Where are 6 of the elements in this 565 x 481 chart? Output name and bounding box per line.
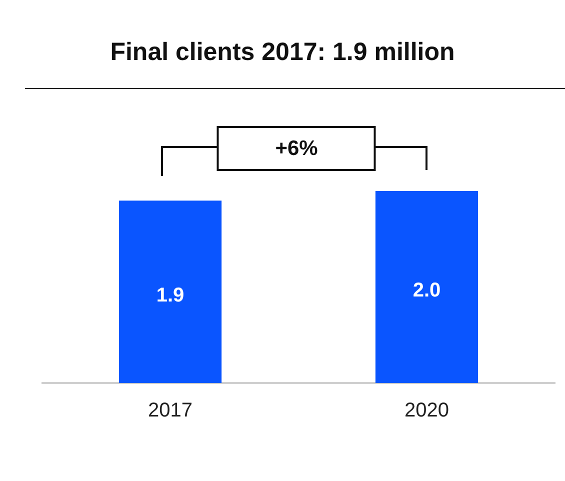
chart-title: Final clients 2017: 1.9 million	[109, 38, 456, 67]
x-tick-label: 2017	[148, 400, 192, 422]
x-tick-label: 2020	[404, 400, 449, 422]
data-label: 2.0	[412, 280, 441, 302]
text: +6%	[218, 127, 375, 170]
data-label: 1.9	[156, 284, 184, 306]
